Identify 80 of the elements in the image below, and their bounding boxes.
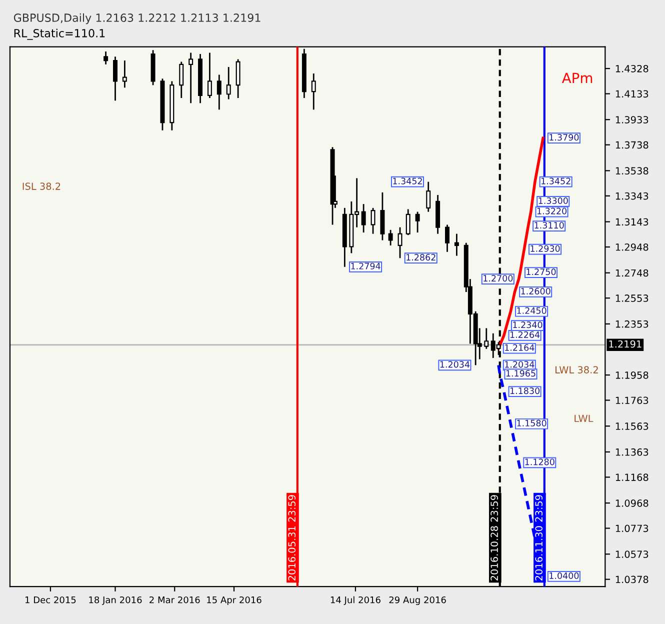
annotation: 1.2862 <box>406 254 436 261</box>
annotation: 1.1280 <box>525 458 554 466</box>
candlestick <box>311 72 316 110</box>
candlestick <box>216 74 222 110</box>
candlestick <box>484 327 489 350</box>
annotation: 1.1965 <box>506 370 536 377</box>
candlestick <box>445 224 450 253</box>
annotation: LWL 38.2 <box>556 366 598 374</box>
x-tick-label: 29 Aug 2016 <box>389 596 446 606</box>
annotation: 1.2264 <box>510 331 540 338</box>
candlestick <box>179 61 184 99</box>
annotation: 1.1830 <box>510 387 540 394</box>
y-tick-label: 1.0773 <box>616 524 648 532</box>
annotation: 1.2034 <box>440 361 470 368</box>
y-tick-label: 1.1958 <box>616 371 648 379</box>
y-tick-label: 1.3143 <box>616 218 648 226</box>
annotation: 1.3300 <box>538 197 568 204</box>
annotation: 1.3790 <box>550 134 579 141</box>
candlestick <box>207 52 212 99</box>
x-tick-label: 14 Jul 2016 <box>330 596 380 605</box>
annotation: 1.2340 <box>513 322 542 328</box>
ref-line-label: 2016.05.31 23:59 <box>288 495 296 580</box>
y-tick-label: 1.4328 <box>616 65 648 72</box>
candlestick <box>104 50 108 66</box>
annotation: 1.3110 <box>534 222 564 229</box>
candlestick <box>406 208 410 236</box>
candlestick <box>415 211 420 234</box>
annotation: 1.1580 <box>517 420 546 426</box>
y-tick-label: 1.3933 <box>616 116 648 124</box>
candlestick <box>380 192 385 241</box>
annotation: 1.2164 <box>505 344 534 351</box>
y-tick-label: 1.1763 <box>616 396 648 404</box>
candlestick <box>426 181 431 212</box>
y-tick-label: 1.2748 <box>616 269 648 277</box>
candlestick <box>454 233 459 256</box>
annotation: 1.0400 <box>550 572 579 580</box>
chart-title: GBPUSD,Daily 1.2163 1.2212 1.2113 1.2191 <box>14 13 260 24</box>
y-tick-label: 1.0573 <box>616 550 648 558</box>
candlestick <box>398 226 402 259</box>
y-tick-label: 1.2353 <box>616 320 648 328</box>
y-tick-label: 1.3738 <box>616 141 648 149</box>
x-tick-label: 2 Mar 2016 <box>150 596 200 604</box>
annotation: 1.3452 <box>393 178 422 184</box>
annotation: 1.2794 <box>351 262 380 270</box>
candlestick <box>226 66 231 100</box>
annotation: 1.2930 <box>530 245 560 252</box>
annotation: ISL 38.2 <box>22 182 60 190</box>
candlestick <box>122 60 127 88</box>
annotation: 1.2700 <box>484 274 513 282</box>
y-tick-label: 1.0378 <box>616 576 648 584</box>
x-tick-label: 15 Apr 2016 <box>207 596 262 606</box>
annotation: 1.2750 <box>526 268 556 276</box>
candlestick <box>388 229 393 246</box>
y-tick-label: 1.1363 <box>616 448 648 456</box>
x-tick-label: 1 Dec 2015 <box>25 596 76 604</box>
candlestick <box>361 203 366 234</box>
y-tick-label: 1.1168 <box>616 474 648 481</box>
ref-line-label: 2016.10.28 23:59 <box>490 495 498 580</box>
candlestick <box>370 207 376 234</box>
candlestick <box>188 52 194 104</box>
y-tick-label: 1.2948 <box>616 243 648 251</box>
candlestick <box>236 58 240 99</box>
annotation: APm <box>562 72 592 84</box>
annotation: 1.3220 <box>537 208 567 214</box>
annotation: 1.2450 <box>517 307 546 314</box>
y-tick-label: 1.3538 <box>616 167 648 175</box>
annotation: 1.3452 <box>541 178 570 184</box>
y-tick-label: 1.4133 <box>616 90 648 98</box>
candlestick <box>113 56 118 102</box>
text: RL_Static=110.1 <box>14 28 105 40</box>
y-tick-label: 1.3343 <box>616 192 648 200</box>
annotation: 1.2034 <box>505 361 534 368</box>
annotation: LWL <box>574 414 594 422</box>
y-tick-label: 1.1563 <box>616 422 648 430</box>
y-tick-label: 1.0968 <box>616 500 648 507</box>
annotation: 1.2600 <box>521 288 550 295</box>
ref-line-label: 2016.11.30 23:59 <box>535 495 543 580</box>
y-tick-label: 1.2553 <box>616 294 648 302</box>
x-tick-label: 18 Jan 2016 <box>89 596 142 605</box>
ref-line-label: 1.2191 <box>609 340 642 348</box>
